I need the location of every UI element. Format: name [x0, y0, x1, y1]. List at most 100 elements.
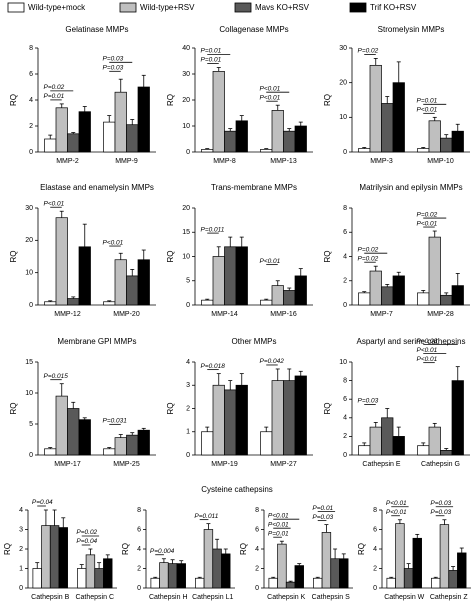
- y-tick-label: 4: [255, 546, 259, 553]
- error-bar: [396, 426, 401, 437]
- bar: [428, 120, 441, 153]
- bar: [44, 448, 57, 456]
- p-value: P<0.01: [268, 512, 289, 519]
- legend-swatch: [119, 2, 137, 13]
- bar: [176, 563, 186, 589]
- y-tick-label: 6: [255, 526, 259, 533]
- y-tick-label: 10: [25, 390, 33, 397]
- y-tick-label: 8: [29, 45, 33, 52]
- x-tick-label: MMP-12: [54, 311, 81, 318]
- bar: [94, 568, 104, 589]
- bar: [392, 436, 405, 456]
- bar: [167, 563, 178, 589]
- x-tick-label: MMP-14: [211, 311, 238, 318]
- y-tick-label: 5: [29, 421, 33, 428]
- p-value: P=0.011: [200, 226, 224, 233]
- bar: [103, 121, 116, 153]
- y-tick-label: 20: [182, 97, 190, 104]
- error-bar: [406, 563, 411, 569]
- y-tick-label: 4: [343, 253, 347, 260]
- y-axis-label: RQ: [121, 543, 130, 555]
- error-bar: [118, 252, 123, 260]
- bar: [277, 543, 287, 589]
- bar: [212, 548, 222, 589]
- y-tick-label: 0: [186, 302, 190, 309]
- bar: [224, 389, 237, 456]
- error-bar: [59, 383, 64, 397]
- error-bar: [205, 148, 210, 150]
- y-tick-label: 30: [25, 205, 33, 212]
- error-bar: [444, 448, 449, 451]
- error-bar: [107, 300, 112, 302]
- error-bar: [385, 96, 390, 104]
- p-value: P=0.02: [43, 84, 64, 91]
- error-bar: [216, 246, 221, 257]
- y-axis-label: RQ: [357, 543, 366, 555]
- error-bar: [373, 265, 378, 272]
- bar: [67, 408, 80, 456]
- x-tick-label: MMP-25: [113, 461, 140, 468]
- p-value: P=0.04: [32, 499, 53, 506]
- p-value: P=0.03: [430, 500, 451, 507]
- p-value: P=0.04: [76, 538, 97, 545]
- error-bar: [130, 119, 135, 125]
- x-tick-label: MMP-27: [270, 461, 297, 468]
- error-bar: [239, 236, 244, 247]
- y-axis-label: RQ: [166, 251, 175, 263]
- y-tick-label: 0: [29, 302, 33, 309]
- p-value: P=0.03: [102, 65, 123, 72]
- error-bar: [59, 103, 64, 108]
- y-tick-label: 40: [182, 45, 190, 52]
- y-tick-label: 0: [373, 585, 377, 592]
- p-value: P=0.031: [102, 418, 127, 425]
- x-tick-label: MMP-3: [370, 158, 393, 165]
- bar: [403, 568, 414, 589]
- p-value: P=0.02: [357, 255, 378, 262]
- legend-swatch: [7, 2, 25, 13]
- error-bar: [297, 563, 302, 566]
- bar: [126, 124, 139, 153]
- y-tick-label: 20: [339, 80, 347, 87]
- x-tick-label: MMP-8: [213, 158, 236, 165]
- bar: [294, 275, 307, 306]
- error-bar: [205, 426, 210, 432]
- bar: [381, 103, 394, 153]
- error-bar: [239, 115, 244, 121]
- y-tick-label: 6: [29, 71, 33, 78]
- error-bar: [205, 298, 210, 301]
- chart-title: Membrane GPI MMPs: [57, 337, 136, 346]
- p-value: P=0.02: [357, 246, 378, 253]
- y-tick-label: 1: [19, 565, 23, 572]
- error-bar: [118, 78, 123, 93]
- legend-swatch: [349, 2, 367, 13]
- bar: [32, 568, 42, 589]
- p-value: P<0.01: [268, 521, 289, 528]
- bar: [428, 426, 441, 456]
- p-value: P=0.03: [312, 514, 333, 521]
- y-tick-label: 30: [339, 45, 347, 52]
- bar: [439, 524, 450, 589]
- error-bar: [215, 538, 220, 549]
- x-tick-label: MMP-7: [370, 311, 393, 318]
- y-tick-label: 15: [25, 359, 33, 366]
- bar: [44, 138, 57, 153]
- bar: [451, 380, 464, 456]
- error-bar: [421, 290, 426, 293]
- error-bar: [107, 447, 112, 449]
- bar: [395, 523, 405, 589]
- error-bar: [432, 116, 437, 121]
- bar: [137, 429, 150, 456]
- error-bar: [228, 380, 233, 390]
- error-bar: [275, 368, 280, 381]
- x-tick-label: MMP-19: [211, 461, 238, 468]
- error-bar: [432, 422, 437, 428]
- y-axis-label: RQ: [323, 251, 332, 263]
- y-tick-label: 2: [29, 123, 33, 130]
- y-tick-label: 2: [186, 405, 190, 412]
- bar: [221, 553, 231, 589]
- y-tick-label: 15: [182, 229, 190, 236]
- bar: [283, 130, 296, 153]
- error-bar: [82, 106, 87, 112]
- x-tick-label: MMP-17: [54, 461, 81, 468]
- bar: [294, 565, 304, 589]
